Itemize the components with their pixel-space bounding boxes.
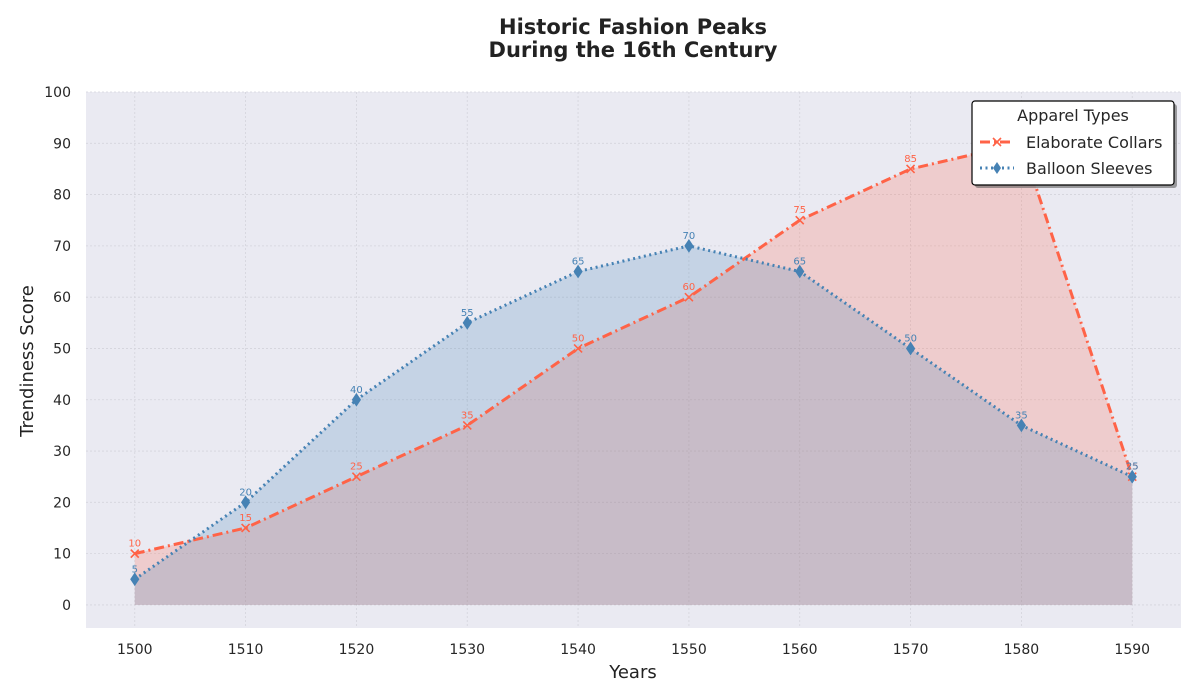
legend-label: Elaborate Collars: [1026, 133, 1162, 152]
x-tick-label: 1520: [339, 642, 375, 658]
x-tick-label: 1510: [228, 642, 264, 658]
data-label: 50: [572, 333, 585, 344]
series-line-0: [134, 141, 1134, 556]
data-point-marker: [905, 341, 916, 356]
y-tick-label: 60: [53, 290, 71, 306]
series-line-1: [133, 244, 1133, 581]
data-point-marker: [573, 343, 583, 354]
data-point-marker: [130, 549, 140, 559]
data-label: 5: [132, 564, 138, 575]
y-tick-label: 10: [53, 547, 71, 563]
data-point-marker: [684, 292, 694, 302]
data-point-marker: [240, 495, 251, 510]
y-tick-labels: 0 10 20 30 40 50 60 70 80 90 100: [44, 85, 71, 614]
y-tick-label: 80: [53, 188, 71, 204]
x-tick-label: 1530: [449, 642, 485, 658]
data-point-marker: [351, 392, 362, 407]
x-tick-label: 1500: [117, 642, 153, 658]
data-label: 25: [350, 462, 363, 473]
data-point-marker: [795, 215, 805, 225]
series-markers: [130, 138, 1137, 587]
y-tick-label: 70: [53, 239, 71, 255]
data-label: 75: [793, 205, 806, 216]
y-tick-label: 20: [53, 495, 71, 511]
x-tick-label: 1570: [893, 642, 929, 658]
data-label: 55: [461, 308, 474, 319]
data-point-marker: [462, 420, 472, 430]
x-tick-label: 1580: [1004, 642, 1040, 658]
legend-swatch-marker: [993, 162, 1001, 174]
area-fill-0: [134, 143, 1133, 605]
data-label: 25: [1126, 462, 1139, 473]
chart-title-line-1: Historic Fashion Peaks: [499, 15, 767, 39]
x-tick-label: 1590: [1114, 642, 1150, 658]
series-lines: [133, 141, 1134, 581]
data-point-marker: [684, 238, 694, 253]
x-tick-label: 1540: [560, 642, 596, 658]
data-point-marker: [795, 264, 805, 279]
data-label: 60: [683, 282, 696, 293]
legend: Apparel Types Elaborate Collars Balloon S…: [971, 100, 1177, 188]
data-label: 65: [793, 257, 806, 268]
data-label: 70: [683, 231, 696, 242]
data-label: 10: [128, 539, 141, 550]
legend-label: Balloon Sleeves: [1026, 159, 1152, 178]
chart-title-line-2: During the 16th Century: [489, 38, 778, 62]
area-fills: [134, 143, 1133, 605]
data-point-marker: [1127, 469, 1137, 484]
y-tick-label: 40: [53, 393, 71, 409]
data-label: 15: [239, 513, 252, 524]
x-tick-label: 1560: [782, 642, 818, 658]
data-point-marker: [573, 264, 583, 279]
y-tick-label: 90: [53, 136, 71, 152]
y-axis-label: Trendiness Score: [17, 285, 38, 438]
y-tick-label: 50: [53, 341, 71, 357]
y-tick-label: 100: [44, 85, 71, 101]
data-point-marker: [130, 572, 140, 587]
x-axis-label: Years: [608, 662, 657, 683]
legend-swatch-marker: [992, 137, 1002, 147]
area-fill-1: [134, 245, 1133, 605]
data-point-marker: [241, 523, 251, 533]
data-point-marker: [906, 164, 916, 174]
legend-title: Apparel Types: [1017, 106, 1129, 125]
x-tick-labels: 1500 1510 1520 1530 1540 1550 1560 1570 1580 1590: [117, 642, 1150, 658]
data-label: 35: [461, 410, 474, 421]
data-label: 25: [1126, 462, 1139, 473]
y-tick-label: 30: [53, 444, 71, 460]
data-point-marker: [1016, 418, 1027, 433]
data-label: 20: [239, 487, 252, 498]
x-tick-label: 1550: [671, 642, 707, 658]
y-tick-label: 0: [62, 598, 71, 614]
legend-box: [971, 100, 1175, 186]
data-label: 50: [904, 333, 917, 344]
data-label: 85: [904, 154, 917, 165]
data-label: 40: [350, 385, 363, 396]
legend-items: Elaborate Collars Balloon Sleeves: [980, 133, 1162, 178]
chart-title: Historic Fashion Peaks During the 16th C…: [489, 15, 778, 62]
data-label: 35: [1015, 410, 1028, 421]
data-point-marker: [351, 472, 361, 482]
data-label: 65: [572, 257, 585, 268]
data-point-marker: [462, 315, 472, 330]
